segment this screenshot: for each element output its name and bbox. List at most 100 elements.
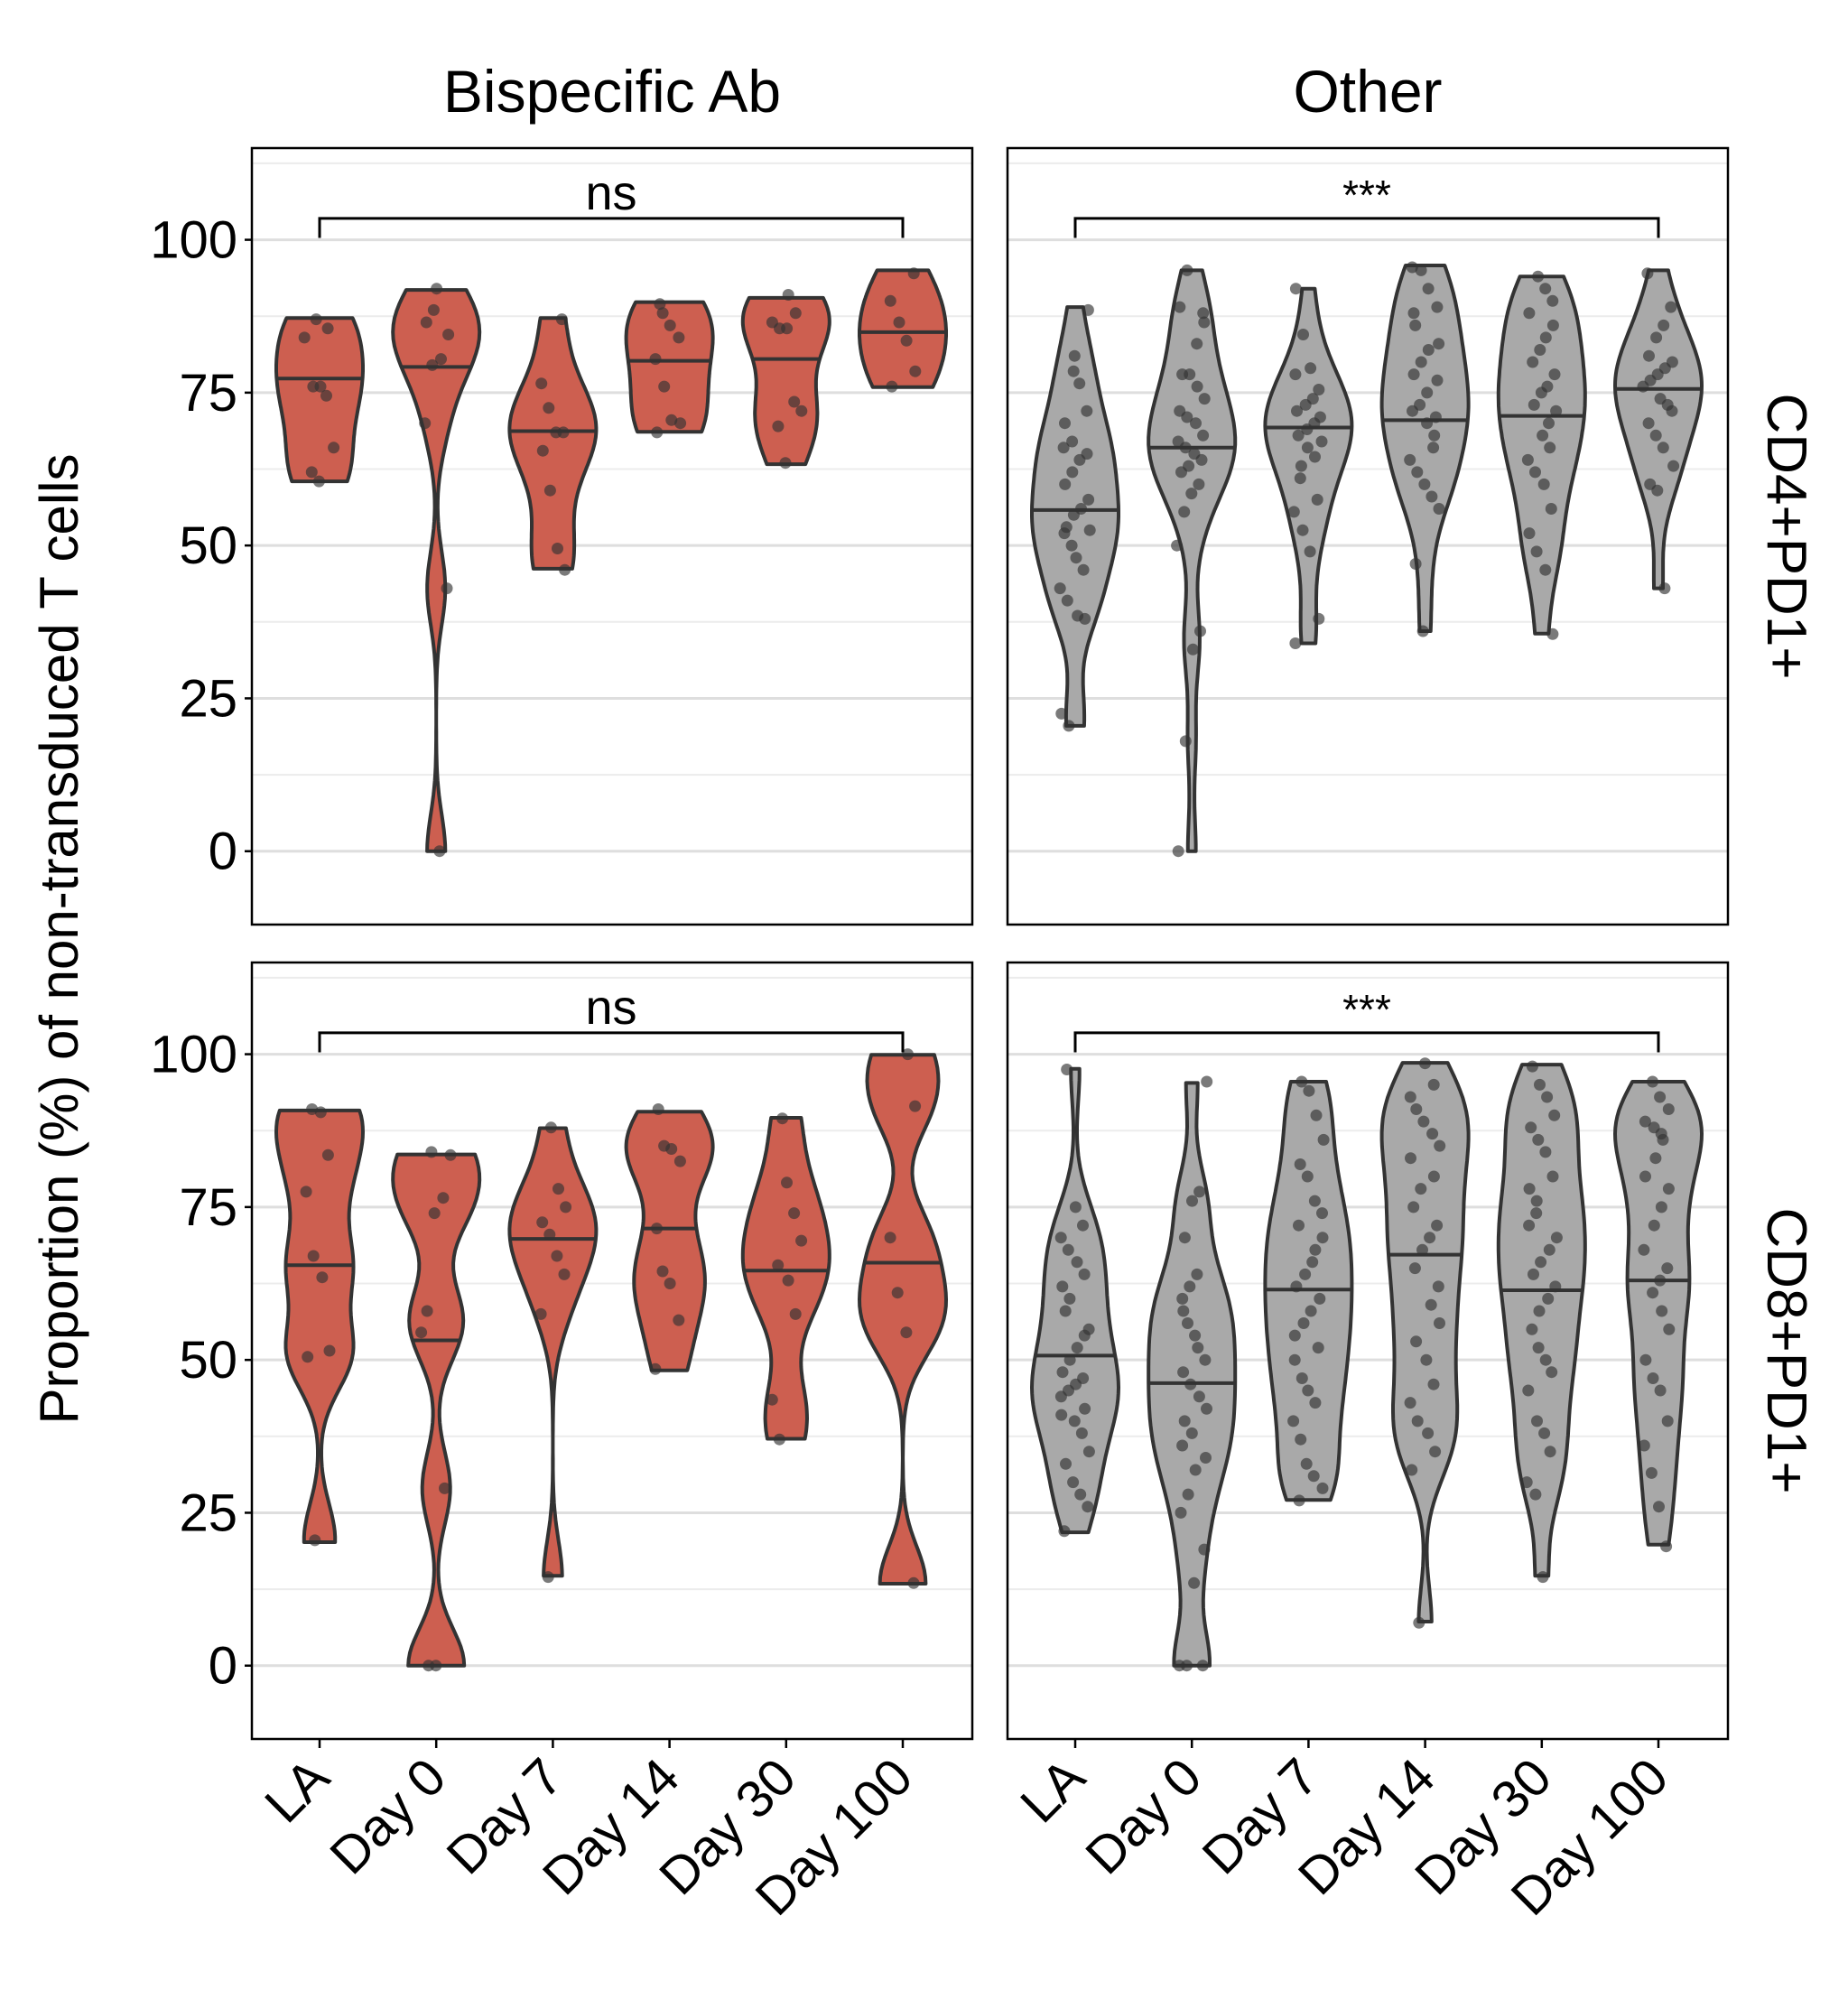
data-point bbox=[900, 334, 913, 347]
data-point bbox=[1059, 417, 1071, 430]
data-point bbox=[1184, 368, 1196, 381]
data-point bbox=[1306, 393, 1319, 405]
data-point bbox=[1530, 545, 1543, 558]
data-point bbox=[1528, 398, 1540, 411]
data-point bbox=[1300, 1457, 1313, 1470]
data-point bbox=[1201, 1075, 1213, 1088]
violin-day-0 bbox=[1147, 1081, 1238, 1668]
data-point bbox=[1314, 1292, 1326, 1305]
data-point bbox=[781, 1176, 793, 1189]
data-point bbox=[1291, 405, 1303, 417]
data-point bbox=[1649, 1152, 1662, 1165]
data-point bbox=[1178, 1415, 1191, 1427]
data-point bbox=[1522, 1384, 1535, 1397]
data-point bbox=[652, 1103, 664, 1115]
data-point bbox=[788, 1207, 801, 1220]
data-point bbox=[1174, 405, 1186, 417]
data-point bbox=[1060, 1457, 1072, 1470]
data-point bbox=[1546, 294, 1559, 307]
data-point bbox=[542, 1571, 554, 1584]
data-point bbox=[1189, 1329, 1202, 1342]
data-point bbox=[1061, 1064, 1073, 1075]
data-point bbox=[544, 1121, 557, 1134]
violin-day-14 bbox=[1379, 264, 1471, 633]
data-point bbox=[535, 377, 548, 390]
violins bbox=[274, 267, 948, 858]
data-point bbox=[1415, 1183, 1427, 1195]
data-point bbox=[1532, 1342, 1545, 1354]
data-point bbox=[1081, 448, 1093, 460]
data-point bbox=[1063, 720, 1075, 732]
data-point bbox=[1082, 1446, 1095, 1458]
data-point bbox=[1293, 1219, 1305, 1232]
data-point bbox=[1543, 417, 1555, 430]
data-point bbox=[1184, 1280, 1196, 1293]
data-point bbox=[553, 1183, 564, 1195]
data-point bbox=[309, 1534, 321, 1547]
data-point bbox=[673, 1155, 686, 1167]
significance-label: *** bbox=[1342, 172, 1391, 219]
data-point bbox=[779, 457, 792, 470]
panel-border bbox=[1006, 961, 1730, 1741]
y-axis-label: Proportion (%) of non-transduced T cells bbox=[29, 454, 89, 1425]
data-point bbox=[1644, 478, 1657, 490]
data-point bbox=[1193, 478, 1205, 490]
data-point bbox=[1662, 1183, 1675, 1195]
data-point bbox=[1422, 344, 1435, 356]
data-point bbox=[1548, 368, 1561, 381]
data-point bbox=[1081, 405, 1093, 417]
data-point bbox=[674, 417, 687, 430]
data-point bbox=[1054, 582, 1066, 595]
data-point bbox=[1193, 1186, 1206, 1198]
data-point bbox=[1182, 1317, 1193, 1329]
data-point bbox=[1422, 1427, 1435, 1439]
data-point bbox=[306, 1103, 319, 1115]
data-point bbox=[427, 303, 440, 316]
data-point bbox=[789, 307, 802, 320]
data-point bbox=[442, 329, 455, 340]
data-point bbox=[1415, 264, 1427, 276]
data-point bbox=[1058, 1525, 1071, 1538]
data-point bbox=[551, 1250, 563, 1262]
data-point bbox=[1411, 466, 1424, 479]
data-point bbox=[1312, 1342, 1324, 1354]
data-point bbox=[1065, 539, 1078, 552]
data-point bbox=[1178, 1232, 1191, 1244]
data-point bbox=[1648, 1219, 1660, 1232]
data-point bbox=[1306, 1256, 1319, 1269]
data-point bbox=[1425, 490, 1438, 503]
data-point bbox=[1539, 331, 1552, 344]
significance-bracket bbox=[1073, 1031, 1660, 1053]
data-point bbox=[1197, 307, 1210, 320]
data-point bbox=[773, 1433, 785, 1446]
data-point bbox=[1526, 1323, 1538, 1335]
data-point bbox=[1541, 1091, 1554, 1103]
data-point bbox=[300, 1186, 312, 1198]
data-point bbox=[1307, 1470, 1320, 1483]
data-point bbox=[1061, 594, 1073, 607]
data-point bbox=[1194, 625, 1206, 637]
data-point bbox=[1409, 319, 1422, 331]
data-point bbox=[1645, 1466, 1658, 1479]
data-point bbox=[1533, 1305, 1546, 1317]
data-point bbox=[430, 1660, 442, 1672]
data-point bbox=[1427, 1170, 1440, 1183]
data-point bbox=[1537, 429, 1549, 442]
data-point bbox=[1665, 301, 1677, 313]
data-point bbox=[1181, 264, 1193, 276]
data-point bbox=[1428, 429, 1441, 442]
data-point bbox=[1067, 1476, 1080, 1489]
data-point bbox=[1315, 435, 1328, 448]
data-point bbox=[1316, 1482, 1329, 1494]
data-point bbox=[1422, 283, 1435, 295]
facet-row-title: CD4+PD1+ bbox=[1755, 393, 1817, 679]
data-point bbox=[1421, 386, 1434, 399]
data-point bbox=[1663, 1323, 1676, 1335]
data-point bbox=[1186, 643, 1199, 656]
violin-day-14 bbox=[1379, 1061, 1471, 1623]
data-point bbox=[1302, 1384, 1314, 1397]
data-point bbox=[795, 405, 808, 417]
data-point bbox=[1070, 552, 1082, 564]
data-point bbox=[1529, 1488, 1542, 1501]
data-point bbox=[1082, 1501, 1094, 1513]
